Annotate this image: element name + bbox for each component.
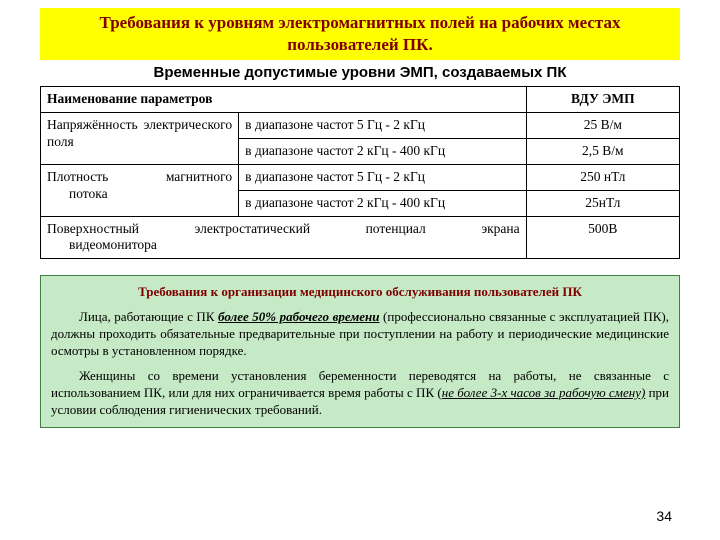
cell-value: 25 В/м (526, 113, 679, 139)
cell-value: 250 нТл (526, 164, 679, 190)
slide-page: Требования к уровням электромагнитных по… (0, 0, 720, 540)
green-paragraph-2: Женщины со времени установления беременн… (51, 368, 669, 419)
cell-range: в диапазоне частот 5 Гц - 2 кГц (239, 113, 527, 139)
page-number: 34 (656, 508, 672, 524)
header-param: Наименование параметров (41, 87, 527, 113)
green-title: Требования к организации медицинского об… (51, 284, 669, 301)
table-row: Напряжённость электрического поля в диап… (41, 113, 680, 139)
medical-requirements-box: Требования к организации медицинского об… (40, 275, 680, 427)
cell-range: в диапазоне частот 5 Гц - 2 кГц (239, 164, 527, 190)
cell-param-text: Плотность магнитногопотока (47, 169, 232, 203)
cell-value: 500В (526, 216, 679, 259)
table-header-row: Наименование параметров ВДУ ЭМП (41, 87, 680, 113)
cell-param-text: Напряжённость электрического поля (47, 117, 232, 149)
table-row: Поверхностный электростатический потенци… (41, 216, 680, 259)
cell-param-full-text: Поверхностный электростатический потенци… (47, 221, 520, 255)
cell-value: 25нТл (526, 190, 679, 216)
p1-emph: более 50% рабочего времени (218, 309, 379, 324)
cell-param: Напряжённость электрического поля (41, 113, 239, 165)
cell-value: 2,5 В/м (526, 138, 679, 164)
green-paragraph-1: Лица, работающие с ПК более 50% рабочего… (51, 309, 669, 360)
table-caption: Временные допустимые уровни ЭМП, создава… (40, 64, 680, 82)
banner-title: Требования к уровням электромагнитных по… (40, 8, 680, 60)
emf-table: Наименование параметров ВДУ ЭМП Напряжён… (40, 86, 680, 259)
cell-range: в диапазоне частот 2 кГц - 400 кГц (239, 190, 527, 216)
p1-text-a: Лица, работающие с ПК (79, 309, 218, 324)
cell-range: в диапазоне частот 2 кГц - 400 кГц (239, 138, 527, 164)
cell-param: Плотность магнитногопотока (41, 164, 239, 216)
header-value: ВДУ ЭМП (526, 87, 679, 113)
table-row: Плотность магнитногопотока в диапазоне ч… (41, 164, 680, 190)
cell-param-full: Поверхностный электростатический потенци… (41, 216, 527, 259)
p2-emph: не более 3-х часов за рабочую смену) (442, 385, 646, 400)
